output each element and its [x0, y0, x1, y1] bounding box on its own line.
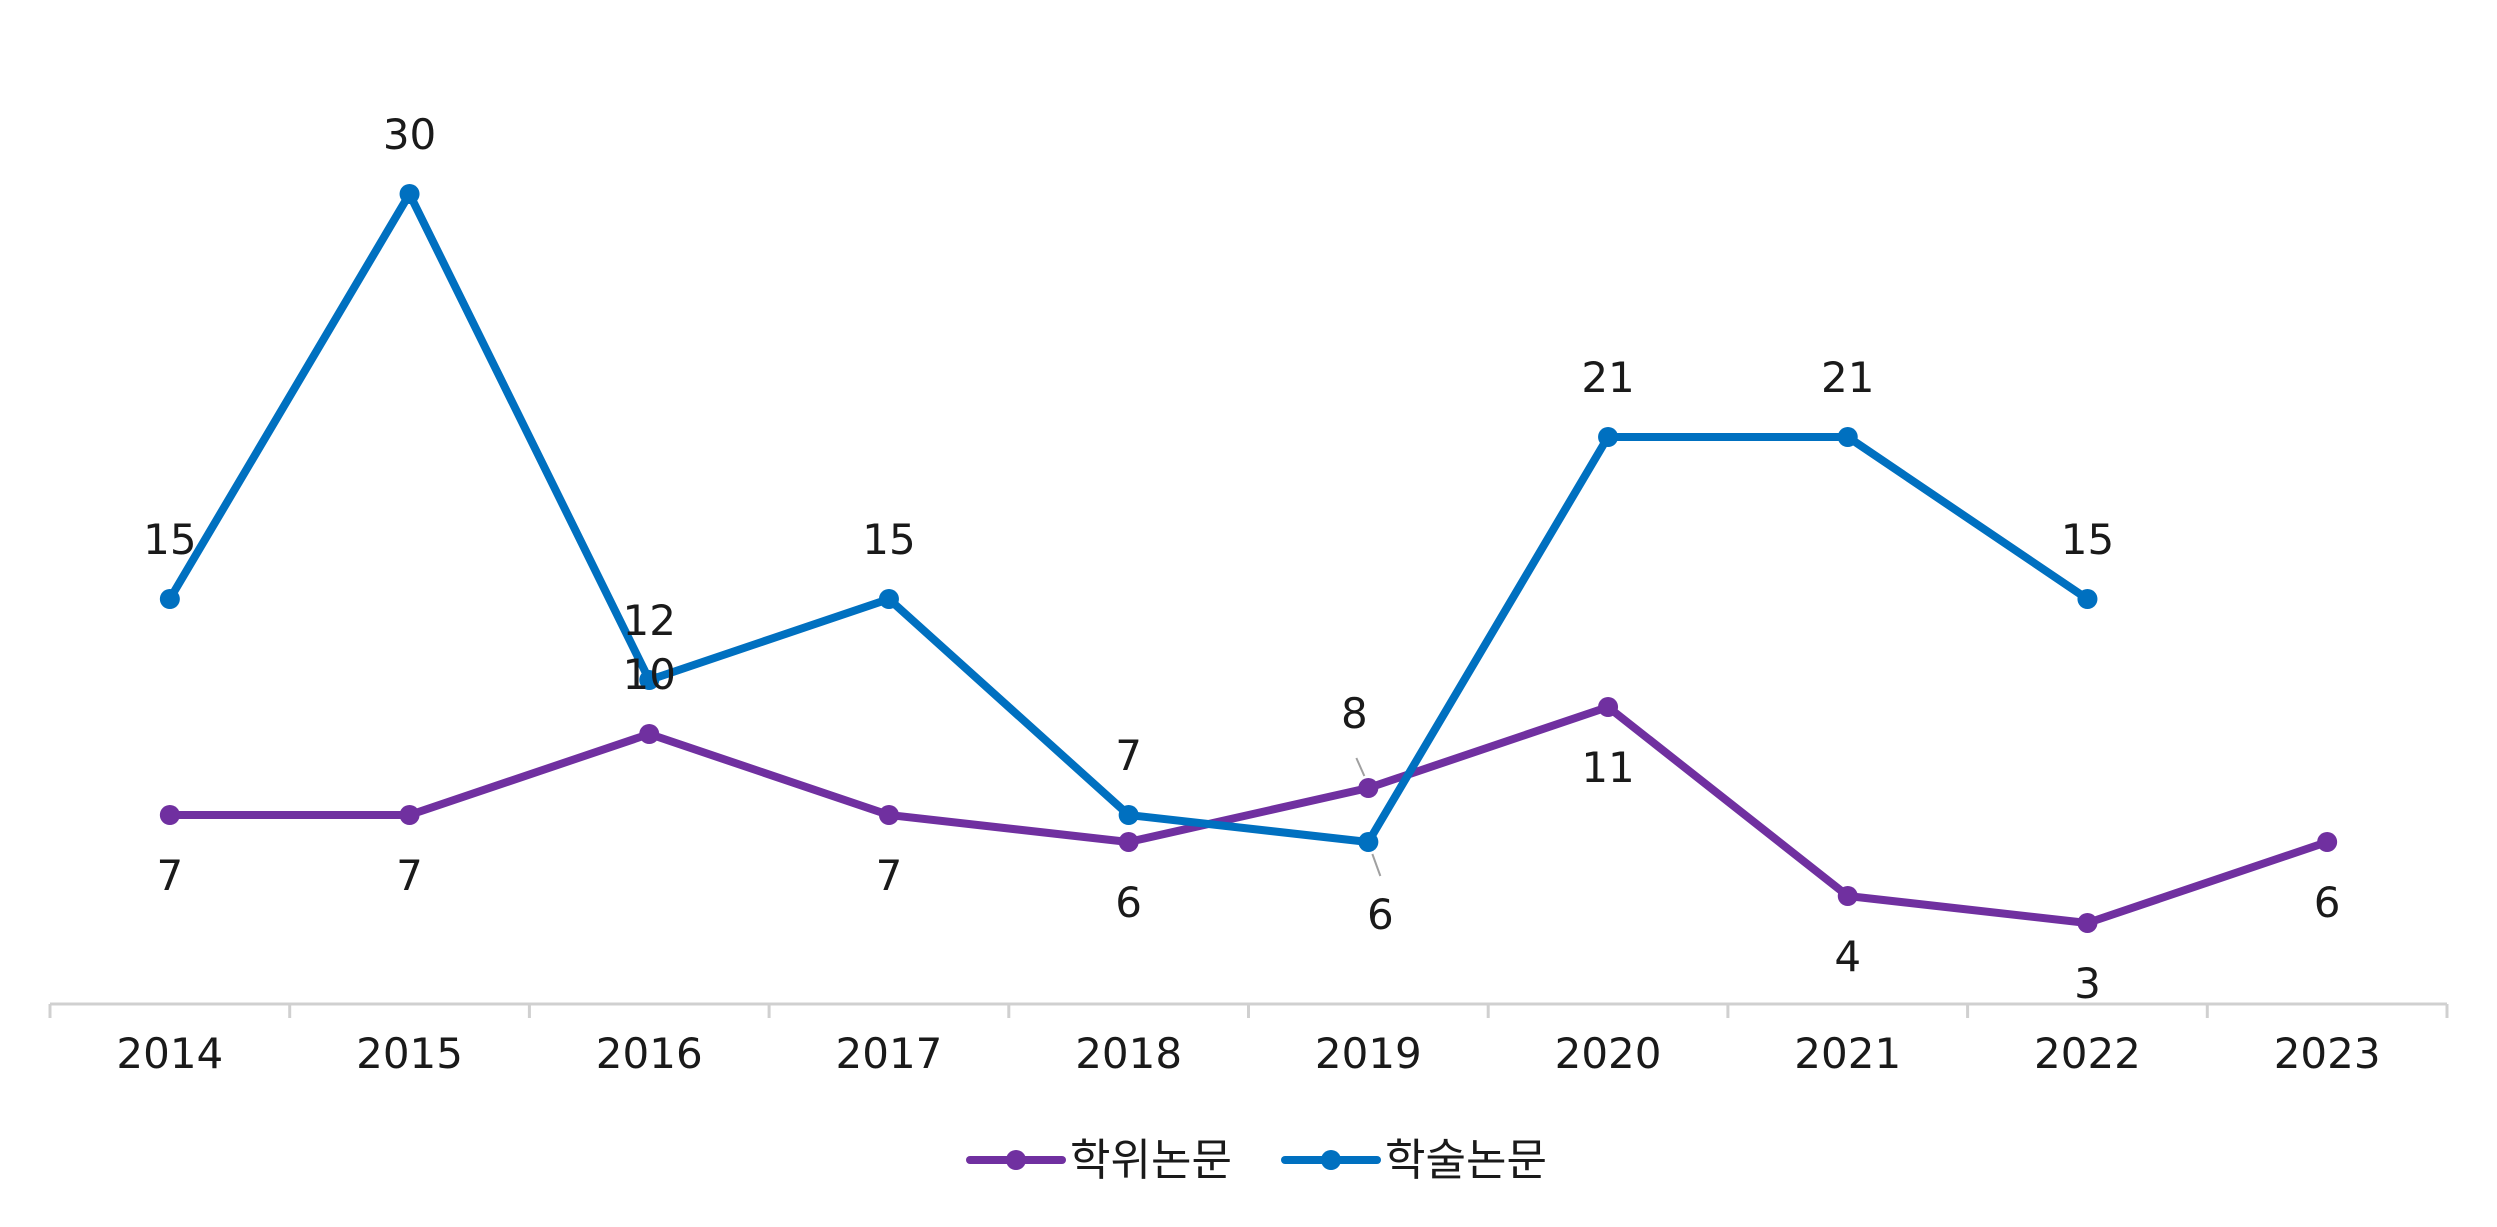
data-point	[2317, 832, 2338, 852]
plot-lines	[159, 184, 2338, 933]
data-point	[1837, 427, 1858, 447]
legend-marker	[1006, 1150, 1026, 1170]
data-point	[399, 184, 420, 204]
series-line-1	[165, 703, 2332, 927]
x-tick-label: 2021	[1794, 1029, 1901, 1078]
data-point	[639, 670, 660, 690]
x-tick-label: 2019	[1315, 1029, 1422, 1078]
data-label: 3	[2074, 959, 2101, 1008]
x-tick-label: 2022	[2034, 1029, 2141, 1078]
data-label: 6	[1115, 878, 1142, 927]
data-point	[2077, 589, 2098, 609]
data-point	[1358, 778, 1379, 798]
x-tick-label: 2016	[596, 1029, 703, 1078]
legend-label: 학위논문	[1070, 1135, 1232, 1186]
data-label: 21	[1821, 353, 1874, 402]
data-point	[159, 589, 180, 609]
legend-item-2: 학술논문	[1281, 1135, 1547, 1186]
data-label: 8	[1341, 689, 1368, 738]
data-label: 11	[1581, 743, 1634, 792]
x-tick-label: 2015	[356, 1029, 463, 1078]
legend-marker	[1321, 1150, 1341, 1170]
legend-item-1: 학위논문	[966, 1135, 1232, 1186]
data-labels: 7 7 10 7 6 8 11 4 3 6 15 30 12 15 7 6 21 21 15	[143, 110, 2340, 1008]
data-point	[1598, 427, 1619, 447]
data-point	[1598, 697, 1619, 717]
data-point	[1118, 805, 1139, 825]
data-label: 6	[1367, 890, 1394, 939]
data-label: 7	[1115, 731, 1142, 780]
label-leader-line	[1371, 853, 1382, 877]
data-label: 15	[143, 515, 196, 564]
data-point	[639, 724, 660, 744]
legend-label: 학술논문	[1385, 1135, 1547, 1186]
data-label: 15	[2061, 515, 2114, 564]
data-label: 7	[876, 851, 903, 900]
data-label: 7	[156, 851, 183, 900]
x-tick-label: 2020	[1555, 1029, 1662, 1078]
data-label: 21	[1581, 353, 1634, 402]
data-label: 10	[623, 650, 676, 699]
x-tick-label: 2017	[836, 1029, 943, 1078]
data-point	[159, 805, 180, 825]
legend: 학위논문 학술논문	[966, 1135, 1547, 1186]
data-label: 4	[1834, 932, 1861, 981]
data-point	[1118, 832, 1139, 852]
x-tick-label: 2023	[2274, 1029, 2381, 1078]
data-point	[1358, 832, 1379, 852]
data-point	[878, 805, 899, 825]
data-point	[1837, 886, 1858, 906]
data-point	[878, 589, 899, 609]
data-label: 30	[383, 110, 436, 159]
x-axis: 2014 2015 2016 2017 2018 2019 2020 2021 2022 2023	[48, 1002, 2449, 1078]
x-tick-label: 2018	[1075, 1029, 1182, 1078]
data-point	[399, 805, 420, 825]
data-label: 15	[862, 515, 915, 564]
x-tick-label: 2014	[116, 1029, 223, 1078]
data-label: 7	[396, 851, 423, 900]
label-leader-line	[1355, 757, 1366, 777]
data-point	[2077, 913, 2098, 933]
data-label: 6	[2314, 878, 2341, 927]
data-label: 12	[623, 596, 676, 645]
